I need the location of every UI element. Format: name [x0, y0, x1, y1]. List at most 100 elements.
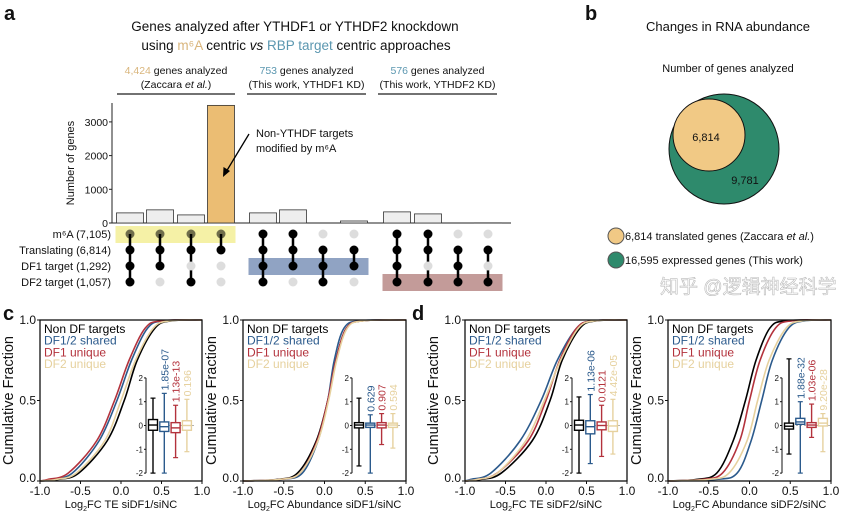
x-tick-label: -0.5: [495, 484, 516, 498]
membership-dot-empty: [155, 277, 165, 287]
group-subheader-1: (Zaccara et al.): [141, 79, 212, 91]
cdf-line-df2-unique: [667, 319, 832, 482]
membership-dot-filled: [258, 229, 268, 239]
panel-letter-a: a: [4, 3, 16, 25]
legend-entry: Non DF targets: [44, 322, 125, 336]
p-value-label: 1.88e-32: [795, 357, 807, 399]
x-axis-label: Log2FC TE siDF1/siNC: [65, 499, 178, 511]
inset-y-tick-label: -2: [772, 469, 780, 478]
inset-y-tick-label: 0: [775, 422, 780, 431]
legend-swatch: [607, 251, 625, 269]
inset-y-tick-label: 2: [345, 374, 350, 383]
legend-entry: DF2 unique: [672, 357, 734, 371]
y-tick-label: 0.0: [222, 471, 239, 485]
y-tick-label: 0.5: [19, 394, 36, 408]
p-value-label: 0.907: [377, 384, 389, 410]
p-value-label: 0.196: [182, 370, 194, 396]
x-tick-label: 0.0: [316, 484, 333, 498]
legend-text: 16,595 expressed genes (This work): [625, 255, 803, 267]
membership-dot-filled: [125, 229, 135, 239]
inset-y-tick-label: 1: [775, 398, 780, 407]
y-tick-label: 0: [102, 218, 108, 230]
membership-dot-filled: [186, 245, 196, 255]
membership-dot-filled: [349, 245, 359, 255]
y-tick-label: 3000: [85, 117, 109, 129]
x-axis-label: Log2FC TE siDF2/siNC: [490, 499, 603, 511]
y-tick-label: 1.0: [222, 313, 239, 327]
x-tick-label: 0.0: [741, 484, 758, 498]
membership-dot-filled: [216, 245, 226, 255]
membership-dot-filled: [258, 261, 268, 271]
group-text: genes analyzed: [277, 65, 354, 77]
set-label: DF1 target (1,292): [21, 261, 111, 273]
legend-entry: DF2 unique: [247, 357, 309, 371]
membership-dot-filled: [318, 277, 328, 287]
membership-dot-filled: [258, 245, 268, 255]
panel-letter-c: c: [3, 303, 14, 325]
group-header-3: 576 genes analyzed: [390, 65, 484, 77]
x-tick-label: -1.0: [455, 484, 476, 498]
inset-y-tick-label: -1: [562, 445, 570, 454]
xlabel-text: Log: [65, 499, 83, 511]
xlabel-subscript: 2: [83, 506, 87, 511]
legend-text: ): [810, 231, 814, 243]
legend-entry: Non DF targets: [469, 322, 550, 336]
group-count: 753: [259, 65, 277, 77]
xlabel-text: FC TE siDF1/siNC: [87, 499, 177, 511]
x-tick-label: 0.0: [113, 484, 130, 498]
membership-dot-filled: [155, 245, 165, 255]
membership-dot-filled: [216, 229, 226, 239]
set-label: m⁶A (7,105): [53, 229, 111, 241]
y-tick-label: 0.0: [647, 471, 664, 485]
annotation-arrow: [225, 133, 250, 173]
x-tick-label: -1.0: [30, 484, 51, 498]
intersection-bar: [340, 220, 368, 224]
x-tick-label: 1.0: [194, 484, 211, 498]
legend-entry: DF2 unique: [469, 357, 531, 371]
membership-dot-filled: [483, 245, 493, 255]
set-label: DF2 target (1,057): [21, 277, 111, 289]
venn-title: Changes in RNA abundance: [646, 19, 810, 34]
intersection-bar: [414, 213, 442, 224]
membership-dot-filled: [288, 261, 298, 271]
membership-dot-filled: [288, 245, 298, 255]
inset-y-tick-label: 1: [139, 398, 144, 407]
x-tick-label: 0.0: [538, 484, 555, 498]
xlabel-text: FC Abundance siDF2/siNC: [695, 499, 826, 511]
membership-dot-filled: [155, 261, 165, 271]
group-sub: (Zaccara: [141, 79, 185, 91]
watermark: 知乎 @逻辑神经科学: [660, 276, 837, 298]
legend-entry: DF2 unique: [44, 357, 106, 371]
y-tick-label: 1000: [85, 184, 109, 196]
upset-title-line1: Genes analyzed after YTHDF1 or YTHDF2 kn…: [131, 19, 458, 34]
group-sub: (This work, YTHDF2 KD): [380, 79, 496, 91]
inset-y-tick-label: 0: [345, 422, 350, 431]
y-tick-label: 0.0: [19, 471, 36, 485]
membership-dot-filled: [318, 261, 328, 271]
title-rbp: RBP target: [267, 38, 333, 53]
p-value-label: 1.13e-06: [585, 350, 597, 392]
panel-letter-b: b: [585, 3, 597, 25]
membership-dot-filled: [392, 229, 402, 239]
membership-dot-empty: [318, 229, 328, 239]
arrow-head-icon: [223, 167, 230, 177]
inset-y-tick-label: 2: [775, 374, 780, 383]
legend-entry: DF1 unique: [247, 345, 309, 359]
intersection-bar: [249, 212, 277, 224]
group-text: genes analyzed: [151, 65, 228, 77]
inset-y-tick-label: 1: [345, 398, 350, 407]
highlight-band: [248, 258, 369, 275]
membership-dot-empty: [288, 277, 298, 287]
membership-dot-filled: [423, 277, 433, 287]
membership-dot-empty: [483, 229, 493, 239]
membership-dot-filled: [125, 245, 135, 255]
legend-entry: DF1 unique: [672, 345, 734, 359]
membership-dot-empty: [349, 229, 359, 239]
intersection-bar: [146, 209, 174, 224]
membership-dot-filled: [288, 229, 298, 239]
x-tick-label: 0.5: [782, 484, 799, 498]
membership-dot-filled: [392, 277, 402, 287]
legend-entry: DF1/2 shared: [672, 334, 745, 348]
